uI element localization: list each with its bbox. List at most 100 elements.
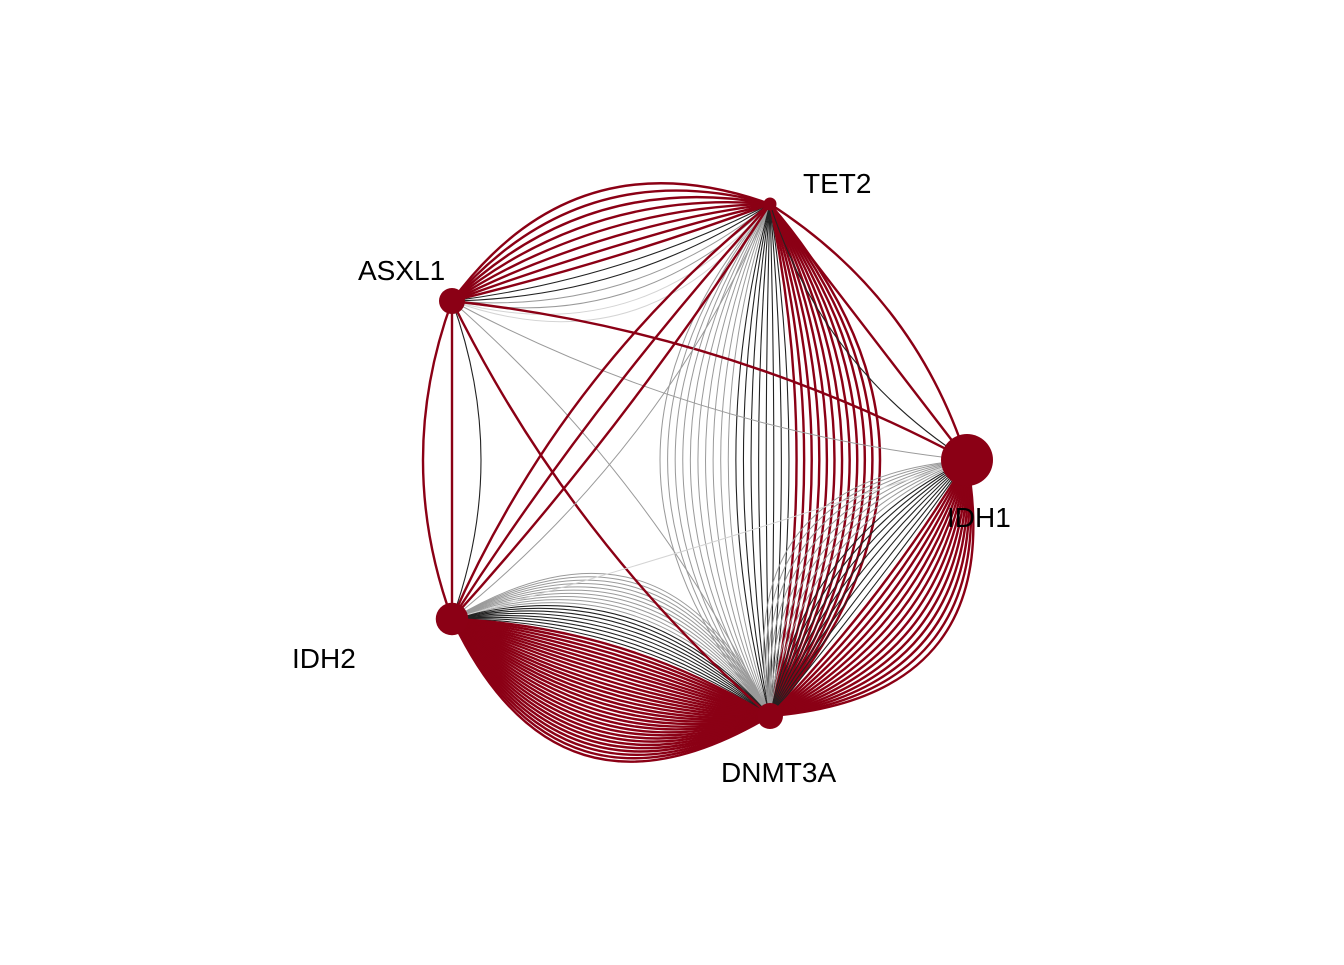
edge-idh1-dnmt3a-gray <box>765 459 968 717</box>
edge-asxl1-tet2-red <box>451 195 771 302</box>
edge-tet2-idh1-red <box>769 203 968 461</box>
edge-asxl1-tet2-light <box>451 203 771 323</box>
edge-idh2-dnmt3a-red <box>451 617 771 718</box>
nodes-layer <box>435 197 993 729</box>
edge-tet2-dnmt3a-dark <box>742 203 771 717</box>
edge-idh2-dnmt3a-dark <box>451 607 771 717</box>
edge-idh2-dnmt3a-red <box>451 618 771 737</box>
edge-asxl1-tet2-red <box>451 202 771 303</box>
edge-asxl1-tet2-red <box>451 202 771 303</box>
edge-idh1-dnmt3a-gray <box>769 459 968 717</box>
edges-layer <box>421 182 975 763</box>
edge-asxl1-idh2-red <box>421 300 454 620</box>
edge-idh1-dnmt3a-gray <box>769 459 968 717</box>
node-label-asxl1: ASXL1 <box>358 255 445 286</box>
edge-asxl1-tet2-red <box>451 189 771 302</box>
edge-idh1-dnmt3a-red <box>769 459 969 717</box>
edge-idh1-dnmt3a-red <box>769 459 969 718</box>
edge-idh1-dnmt3a-red <box>769 459 969 718</box>
edge-idh2-dnmt3a-gray <box>451 583 771 717</box>
edge-tet2-dnmt3a-gray <box>659 203 771 717</box>
edge-idh2-dnmt3a-red <box>450 618 771 760</box>
edge-asxl1-tet2-dark <box>451 203 771 302</box>
edge-idh2-dnmt3a-red <box>451 617 771 718</box>
edge-tet2-dnmt3a-gray <box>705 203 771 717</box>
edge-idh2-dnmt3a-red <box>451 618 771 734</box>
edge-idh2-dnmt3a-red <box>451 618 771 726</box>
edge-tet2-dnmt3a-dark <box>735 203 771 717</box>
node-idh2 <box>435 602 469 636</box>
node-label-tet2: TET2 <box>803 168 871 199</box>
edge-idh2-dnmt3a-dark <box>451 616 771 717</box>
edge-idh1-dnmt3a-dark <box>769 459 968 717</box>
edge-idh1-dnmt3a-dark <box>769 459 968 717</box>
node-label-dnmt3a: DNMT3A <box>721 757 836 788</box>
edge-idh2-dnmt3a-dark <box>451 612 771 717</box>
edge-idh2-dnmt3a-red <box>451 617 771 718</box>
edge-idh2-dnmt3a-red <box>451 617 771 718</box>
edge-idh2-dnmt3a-red <box>451 617 771 718</box>
edge-tet2-dnmt3a-red <box>768 203 836 717</box>
edge-idh2-dnmt3a-red <box>451 618 771 718</box>
edge-idh1-dnmt3a-red <box>769 459 971 718</box>
edge-idh2-idh1-light <box>451 459 968 620</box>
edge-idh1-dnmt3a-red <box>769 459 969 717</box>
edge-idh1-dnmt3a-gray <box>767 459 968 717</box>
edge-idh1-dnmt3a-dark <box>769 459 968 717</box>
edge-idh2-dnmt3a-red <box>451 617 771 718</box>
edge-idh1-dnmt3a-red <box>769 459 975 718</box>
edge-idh2-dnmt3a-red <box>451 618 771 728</box>
edge-idh1-dnmt3a-dark <box>769 459 968 717</box>
edge-idh2-dnmt3a-red <box>451 617 771 718</box>
edge-asxl1-tet2-red <box>451 182 771 302</box>
edge-idh2-dnmt3a-gray <box>451 592 771 717</box>
node-label-idh1: IDH1 <box>947 502 1011 533</box>
edge-idh2-dnmt3a-gray <box>451 596 771 717</box>
edge-tet2-idh1-dark <box>769 203 968 461</box>
edge-idh2-dnmt3a-red <box>451 618 771 718</box>
edge-idh2-dnmt3a-red <box>451 617 771 718</box>
edge-idh2-dnmt3a-red <box>451 618 771 731</box>
node-asxl1 <box>439 288 465 314</box>
edge-idh2-dnmt3a-gray <box>451 586 771 717</box>
edge-idh1-dnmt3a-red <box>769 459 969 717</box>
edge-idh1-dnmt3a-red <box>769 459 969 718</box>
edge-asxl1-tet2-gray <box>451 203 771 309</box>
edge-idh1-dnmt3a-dark <box>769 459 968 717</box>
edge-idh1-dnmt3a-red <box>769 459 969 718</box>
edge-tet2-dnmt3a-red <box>769 203 882 717</box>
edge-tet2-dnmt3a-red <box>768 203 829 717</box>
edge-tet2-idh1-red <box>769 202 969 461</box>
edge-tet2-dnmt3a-dark <box>769 203 775 717</box>
edge-tet2-dnmt3a-dark <box>765 203 771 717</box>
node-idh1 <box>941 434 993 486</box>
edge-idh2-dnmt3a-gray <box>451 572 771 717</box>
edge-asxl1-tet2-red <box>451 202 771 303</box>
edge-idh2-dnmt3a-red <box>451 618 771 740</box>
edge-idh2-dnmt3a-red <box>450 618 771 756</box>
edge-asxl1-idh2-dark <box>451 300 482 620</box>
edge-tet2-dnmt3a-gray <box>727 203 771 717</box>
edge-asxl1-tet2-light <box>451 203 771 315</box>
edge-idh2-dnmt3a-gray <box>451 576 771 717</box>
edge-tet2-dnmt3a-red <box>768 203 813 717</box>
edge-tet2-dnmt3a-gray <box>682 203 771 717</box>
edge-idh1-dnmt3a-dark <box>769 459 968 717</box>
edge-idh1-dnmt3a-red <box>769 459 969 718</box>
edge-idh2-dnmt3a-red <box>451 617 771 718</box>
edge-idh2-dnmt3a-red <box>451 618 771 723</box>
edge-idh2-dnmt3a-red <box>450 618 771 753</box>
edge-tet2-dnmt3a-dark <box>750 203 771 717</box>
labels-layer: TET2 ASXL1 IDH2 DNMT3A IDH1 <box>292 168 1011 788</box>
edge-idh2-tet2-red <box>450 203 771 620</box>
edge-idh2-dnmt3a-red <box>451 618 771 719</box>
edge-idh2-dnmt3a-gray <box>451 599 771 717</box>
edge-tet2-dnmt3a-red <box>769 203 859 717</box>
edge-idh2-dnmt3a-dark <box>451 618 771 717</box>
edge-tet2-dnmt3a-dark <box>758 203 771 717</box>
edge-idh2-dnmt3a-dark <box>451 617 771 717</box>
edge-idh1-dnmt3a-red <box>769 459 973 718</box>
edge-asxl1-tet2-dark <box>451 203 771 302</box>
